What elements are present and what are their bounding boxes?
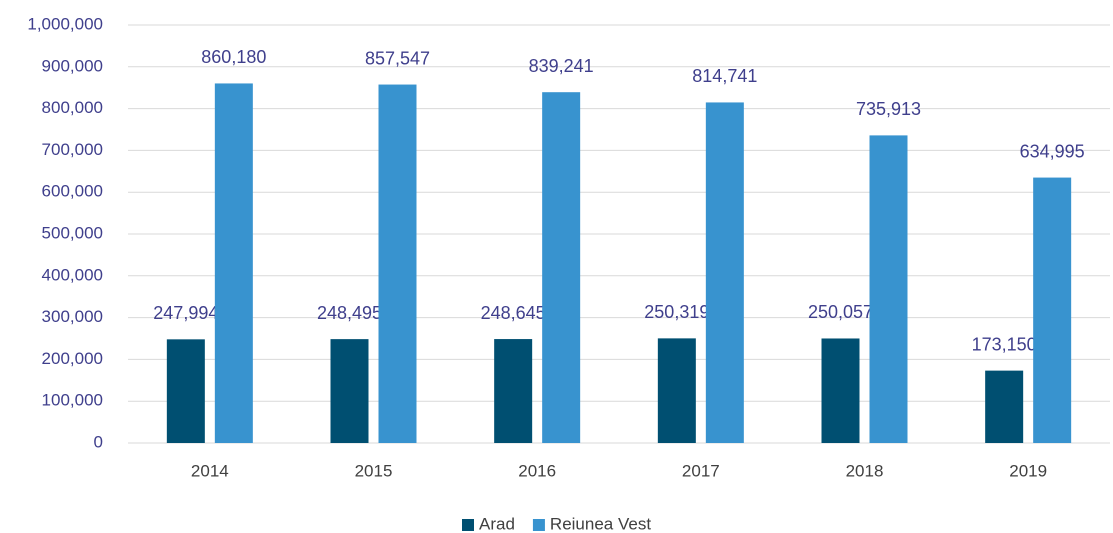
y-tick-label: 600,000: [42, 182, 103, 201]
bar: [494, 339, 533, 443]
bar: [166, 339, 205, 443]
bar: [657, 338, 696, 443]
bar: [821, 338, 860, 443]
value-label: 247,994: [153, 303, 218, 323]
y-tick-label: 1,000,000: [27, 14, 103, 33]
x-tick-label: 2018: [846, 461, 884, 480]
bar: [330, 339, 369, 443]
bar: [705, 102, 744, 443]
value-label: 634,995: [1020, 141, 1085, 161]
value-label: 860,180: [201, 47, 266, 67]
legend-label: Reiunea Vest: [550, 514, 651, 533]
y-tick-label: 200,000: [42, 349, 103, 368]
value-label: 250,319: [644, 302, 709, 322]
value-label: 248,645: [481, 303, 546, 323]
y-tick-label: 700,000: [42, 140, 103, 159]
y-tick-label: 400,000: [42, 265, 103, 284]
bar: [542, 92, 581, 443]
y-tick-label: 500,000: [42, 223, 103, 242]
bar: [869, 135, 908, 443]
x-tick-label: 2017: [682, 461, 720, 480]
value-label: 857,547: [365, 48, 430, 68]
y-tick-label: 300,000: [42, 307, 103, 326]
bar: [214, 83, 253, 443]
legend-label: Arad: [479, 514, 515, 533]
value-label: 248,495: [317, 303, 382, 323]
y-tick-label: 0: [94, 432, 103, 451]
x-tick-label: 2019: [1009, 461, 1047, 480]
value-label: 173,150: [972, 334, 1037, 354]
y-tick-label: 800,000: [42, 98, 103, 117]
bar: [1033, 177, 1072, 443]
y-tick-label: 100,000: [42, 391, 103, 410]
y-tick-label: 900,000: [42, 56, 103, 75]
x-tick-label: 2016: [518, 461, 556, 480]
value-label: 814,741: [692, 66, 757, 86]
bar: [378, 84, 417, 444]
x-tick-label: 2014: [191, 461, 229, 480]
value-label: 250,057: [808, 302, 873, 322]
legend-swatch: [532, 519, 545, 531]
value-label: 839,241: [529, 56, 594, 76]
bar: [985, 370, 1024, 443]
x-tick-label: 2015: [355, 461, 393, 480]
legend-swatch: [462, 519, 474, 531]
value-label: 735,913: [856, 99, 921, 119]
